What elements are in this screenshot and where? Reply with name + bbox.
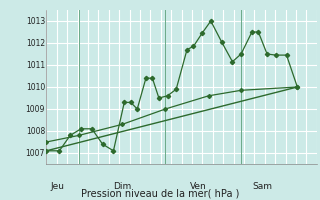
Text: Pression niveau de la mer( hPa ): Pression niveau de la mer( hPa ) [81, 188, 239, 198]
Text: Ven: Ven [189, 182, 206, 191]
Text: Dim: Dim [113, 182, 131, 191]
Text: Jeu: Jeu [50, 182, 64, 191]
Text: Sam: Sam [253, 182, 273, 191]
